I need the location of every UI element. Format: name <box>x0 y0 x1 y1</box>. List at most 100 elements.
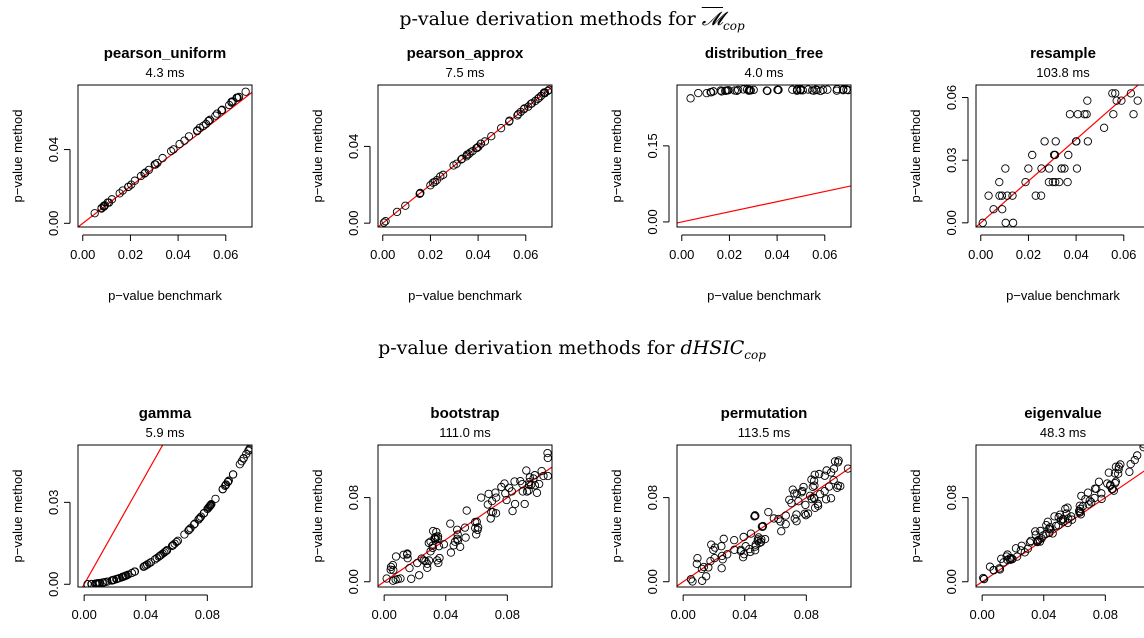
data-point <box>505 483 514 493</box>
data-point <box>211 111 220 120</box>
data-point <box>100 201 110 210</box>
data-point <box>1112 96 1121 105</box>
data-point <box>484 489 493 499</box>
x-tick-label: 0.02 <box>418 247 443 262</box>
data-point <box>510 477 519 486</box>
data-point <box>228 470 238 479</box>
data-point <box>169 145 178 154</box>
plot-frame <box>377 84 553 228</box>
data-point <box>755 538 764 548</box>
data-point <box>543 453 552 463</box>
data-point <box>1110 469 1120 478</box>
data-point <box>999 558 1008 567</box>
data-point <box>232 93 242 102</box>
data-point <box>792 489 801 498</box>
data-point <box>417 554 426 563</box>
data-point <box>810 481 819 490</box>
data-point <box>701 572 711 581</box>
y-tick-label: 0.08 <box>346 485 361 510</box>
data-point <box>1037 164 1046 173</box>
data-point <box>539 471 548 481</box>
data-point <box>224 476 233 485</box>
x-tick-label: 0.00 <box>372 607 397 622</box>
data-point <box>827 468 836 477</box>
section-title-symbol: dHSIC <box>680 337 745 359</box>
data-point <box>434 542 444 551</box>
data-point <box>1117 96 1126 105</box>
data-point <box>686 94 695 103</box>
data-point <box>1090 493 1099 503</box>
scatter-panel-2: pearson_approx 7.5 ms 0.00 0.02 0.04 0.06 p−va… <box>310 45 553 303</box>
data-point <box>460 523 470 532</box>
data-point <box>1109 110 1118 119</box>
data-point <box>803 509 813 518</box>
panel-title: bootstrap <box>430 405 499 422</box>
data-points <box>382 448 552 585</box>
y-tick-label: 0.00 <box>645 569 660 594</box>
data-point <box>480 137 490 146</box>
data-point <box>810 470 819 479</box>
data-point <box>522 487 532 496</box>
plot-frame <box>77 84 253 228</box>
data-point <box>533 94 543 103</box>
x-tick-label: 0.04 <box>1031 607 1056 622</box>
data-point <box>1063 177 1072 187</box>
x-axis-label: p−value benchmark <box>1006 288 1120 303</box>
data-point <box>1048 177 1058 187</box>
data-point <box>144 559 154 568</box>
data-point <box>449 161 458 170</box>
data-point <box>241 87 250 96</box>
y-axis: 0.00 0.08 <box>346 485 371 594</box>
data-point <box>403 549 412 558</box>
y-axis: 0.00 0.03 0.06 <box>944 85 969 235</box>
data-point <box>1051 137 1060 146</box>
data-point <box>497 482 506 492</box>
data-point <box>707 88 716 97</box>
data-point <box>415 189 424 199</box>
data-point <box>186 524 195 533</box>
x-tick-label: 0.04 <box>165 247 190 262</box>
data-point <box>194 515 203 524</box>
data-point <box>750 512 759 521</box>
reference-line <box>78 91 252 227</box>
section-title-prefix: p-value derivation methods for <box>399 8 702 30</box>
data-point <box>452 525 462 534</box>
x-tick-label: 0.04 <box>764 247 789 262</box>
data-point <box>739 532 748 542</box>
data-point <box>1031 527 1040 536</box>
data-point <box>1094 477 1104 486</box>
scatter-panel-1: pearson_uniform 4.3 ms 0.00 0.02 0.04 0.06 p−v… <box>10 45 253 303</box>
data-point <box>456 542 465 551</box>
section-title-symbol: 𝓜 <box>701 8 724 30</box>
data-point <box>807 494 816 504</box>
x-axis: 0.00 0.02 0.04 0.06 <box>968 234 1136 262</box>
data-point <box>803 85 813 94</box>
data-point <box>1072 164 1082 173</box>
data-point <box>762 86 771 95</box>
data-point <box>391 552 401 561</box>
data-point <box>504 117 514 126</box>
data-point <box>389 566 398 575</box>
panel-subtitle: 4.3 ms <box>145 65 185 80</box>
y-tick-label: 0.08 <box>645 485 660 510</box>
panel-title: eigenvalue <box>1024 405 1102 422</box>
panel-title: distribution_free <box>705 45 823 62</box>
data-point <box>193 126 202 135</box>
data-point <box>746 529 756 538</box>
data-point <box>1075 508 1084 517</box>
data-point <box>1055 177 1064 187</box>
section-title-prefix: p-value derivation methods for <box>378 337 681 359</box>
data-point <box>686 575 696 584</box>
data-point <box>130 176 139 185</box>
data-point <box>529 474 538 483</box>
data-point <box>1050 512 1059 521</box>
data-point <box>1105 481 1115 491</box>
data-point <box>438 170 448 179</box>
y-axis: 0.00 0.03 <box>46 490 71 597</box>
data-point <box>519 105 528 114</box>
data-point <box>709 545 718 555</box>
data-point <box>173 536 183 545</box>
plot-frame <box>676 84 852 228</box>
